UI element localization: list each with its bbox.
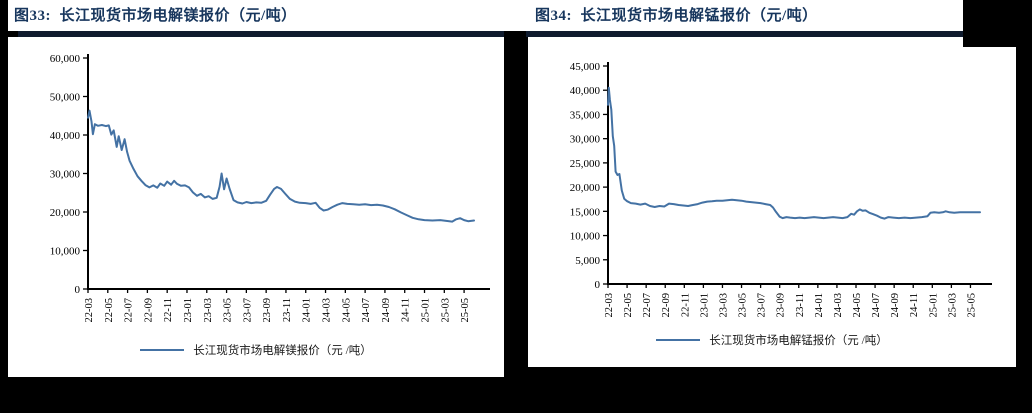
svg-text:22-09: 22-09 [143,298,154,323]
svg-text:23-07: 23-07 [757,293,768,318]
svg-text:10,000: 10,000 [50,246,81,258]
svg-text:22-11: 22-11 [163,298,174,322]
svg-text:30,000: 30,000 [50,169,81,181]
svg-text:22-11: 22-11 [680,293,691,317]
svg-text:23-11: 23-11 [795,293,806,317]
svg-text:24-11: 24-11 [909,293,920,317]
figure34-panel: 0 5,000 10,000 15,000 20,000 25,000 30,000 35,0… [528,37,1016,367]
svg-text:22-09: 22-09 [661,293,672,318]
figure33-legend: 长江现货市场电解镁报价（元 /吨） [8,342,504,358]
svg-text:22-05: 22-05 [623,293,634,318]
title-underline-left [18,31,504,37]
svg-text:25-05: 25-05 [460,298,471,323]
legend-label: 长江现货市场电解镁报价（元 /吨） [193,345,372,357]
legend-label: 长江现货市场电解锰报价（元 /吨） [709,335,888,347]
svg-text:23-01: 23-01 [183,298,194,323]
svg-text:30,000: 30,000 [570,134,601,146]
svg-text:35,000: 35,000 [570,109,601,121]
svg-text:23-07: 23-07 [242,298,253,323]
svg-text:25-03: 25-03 [947,293,958,318]
svg-text:40,000: 40,000 [570,85,601,97]
svg-text:24-03: 24-03 [833,293,844,318]
svg-text:24-01: 24-01 [302,298,313,323]
black-corner-patch [963,0,1032,47]
svg-text:25-05: 25-05 [966,293,977,318]
figure34-legend: 长江现货市场电解锰报价（元 /吨） [528,332,1016,348]
svg-text:23-03: 23-03 [718,293,729,318]
svg-text:24-05: 24-05 [341,298,352,323]
title-underline-right [526,31,963,37]
svg-text:5,000: 5,000 [575,255,600,267]
svg-text:24-11: 24-11 [401,298,412,322]
legend-line-marker [656,339,701,341]
svg-text:50,000: 50,000 [50,92,81,104]
svg-text:23-09: 23-09 [262,298,273,323]
svg-text:60,000: 60,000 [50,53,81,65]
svg-text:22-05: 22-05 [104,298,115,323]
svg-text:24-07: 24-07 [871,293,882,318]
svg-text:15,000: 15,000 [570,206,601,218]
svg-text:22-03: 22-03 [604,293,615,318]
svg-text:23-05: 23-05 [738,293,749,318]
figure34-title: 图34: 长江现货市场电解锰报价（元/吨） [535,8,818,24]
svg-text:24-09: 24-09 [890,293,901,318]
svg-text:0: 0 [595,279,601,291]
svg-text:23-01: 23-01 [699,293,710,318]
svg-text:22-07: 22-07 [124,298,135,323]
svg-text:20,000: 20,000 [570,182,601,194]
svg-text:23-03: 23-03 [203,298,214,323]
svg-text:22-03: 22-03 [84,298,95,323]
svg-text:23-09: 23-09 [776,293,787,318]
svg-text:24-03: 24-03 [322,298,333,323]
legend-line-marker [140,349,185,351]
svg-text:25-01: 25-01 [928,293,939,318]
svg-text:25,000: 25,000 [570,158,601,170]
svg-text:24-07: 24-07 [361,298,372,323]
svg-text:40,000: 40,000 [50,130,81,142]
svg-text:45,000: 45,000 [570,61,601,73]
figure33-title: 图33: 长江现货市场电解镁报价（元/吨） [14,8,297,24]
svg-text:23-11: 23-11 [282,298,293,322]
figure33-panel: 0 10,000 20,000 30,000 40,000 50,000 60,000 22-… [8,37,504,377]
svg-text:20,000: 20,000 [50,207,81,219]
svg-text:23-05: 23-05 [223,298,234,323]
svg-text:22-07: 22-07 [642,293,653,318]
svg-text:0: 0 [75,284,81,296]
svg-text:10,000: 10,000 [570,231,601,243]
svg-text:25-03: 25-03 [440,298,451,323]
figure-title-bar: 图33: 长江现货市场电解镁报价（元/吨） 图34: 长江现货市场电解锰报价（元… [8,0,963,31]
svg-text:24-01: 24-01 [814,293,825,318]
manganese-price-line-chart: 0 5,000 10,000 15,000 20,000 25,000 30,000 35,0… [570,61,992,318]
magnesium-price-line-chart: 0 10,000 20,000 30,000 40,000 50,000 60,000 22-… [50,53,490,323]
svg-text:25-01: 25-01 [421,298,432,323]
svg-text:24-09: 24-09 [381,298,392,323]
svg-text:24-05: 24-05 [852,293,863,318]
